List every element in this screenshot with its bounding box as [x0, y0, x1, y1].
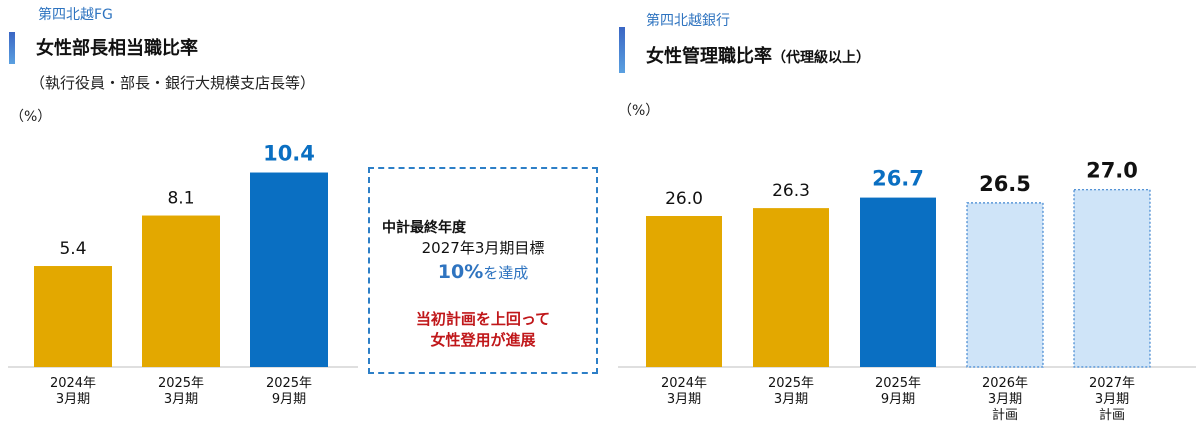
bar-3 [250, 172, 328, 367]
x-tick-label-1-1: 2024年 [661, 376, 707, 391]
left-panel: 第四北越FG 女性部長相当職比率 （執行役員・部長・銀行大規模支店長等） （%）… [8, 7, 598, 407]
callout-note: 当初計画を上回って 女性登用が進展 [370, 309, 596, 351]
x-tick-label-5-3: 計画 [1099, 407, 1125, 423]
value-label-5: 27.0 [1086, 159, 1138, 183]
callout-goal: 10%を達成 [370, 261, 596, 283]
x-tick-label-5-2: 3月期 [1095, 392, 1129, 407]
bar-3 [860, 197, 936, 367]
value-label-1: 5.4 [59, 239, 86, 259]
right-bar-chart: 26.02024年3月期26.32025年3月期26.72025年9月期26.5… [618, 159, 1196, 423]
company-name: 第四北越FG [38, 7, 113, 23]
title-accent-bar [9, 32, 15, 64]
bar-1 [646, 216, 722, 367]
bar-1 [34, 266, 112, 367]
bar-5 [1073, 189, 1151, 368]
x-tick-label-2-1: 2025年 [158, 376, 204, 391]
unit-label: （%） [10, 109, 52, 125]
value-label-1: 26.0 [665, 189, 703, 209]
x-tick-label-4-1: 2026年 [982, 376, 1028, 391]
x-tick-label-4-2: 3月期 [988, 392, 1022, 407]
chart-title: 女性管理職比率（代理級以上） [646, 42, 870, 68]
value-label-2: 8.1 [167, 189, 194, 209]
value-label-2: 26.3 [772, 181, 810, 201]
callout-goal-value: 10% [437, 261, 484, 283]
callout-heading: 中計最終年度 [382, 220, 466, 236]
x-tick-label-4-3: 計画 [992, 407, 1018, 423]
x-tick-label-1-2: 3月期 [667, 392, 701, 407]
callout-note-line2: 女性登用が進展 [430, 331, 536, 349]
chart-subtitle: （執行役員・部長・銀行大規模支店長等） [30, 74, 316, 92]
chart-title: 女性部長相当職比率 [36, 38, 198, 59]
callout-goal-suffix: を達成 [483, 264, 529, 282]
x-tick-label-1-2: 3月期 [56, 392, 90, 407]
bar-4 [966, 202, 1044, 368]
x-tick-label-5-1: 2027年 [1089, 376, 1135, 391]
unit-label: （%） [618, 103, 660, 119]
x-tick-label-2-1: 2025年 [768, 376, 814, 391]
company-name: 第四北越銀行 [646, 13, 730, 29]
x-tick-label-2-2: 3月期 [774, 392, 808, 407]
value-label-4: 26.5 [979, 172, 1031, 196]
x-tick-label-2-2: 3月期 [164, 392, 198, 407]
value-label-3: 10.4 [263, 142, 315, 166]
target-callout: 中計最終年度 2027年3月期目標 10%を達成 当初計画を上回って 女性登用が… [368, 167, 598, 374]
x-tick-label-3-1: 2025年 [266, 376, 312, 391]
right-panel: 第四北越銀行 女性管理職比率（代理級以上） （%） 26.0 2024年 3月期 26… [610, 0, 1200, 440]
callout-note-line1: 当初計画を上回って [415, 310, 551, 328]
x-tick-label-3-2: 9月期 [881, 392, 915, 407]
x-tick-label-1-1: 2024年 [50, 376, 96, 391]
bar-2 [753, 208, 829, 367]
value-label-3: 26.7 [872, 167, 924, 191]
x-tick-label-3-1: 2025年 [875, 376, 921, 391]
x-tick-label-3-2: 9月期 [272, 392, 306, 407]
chart-title-main: 女性管理職比率 [646, 46, 772, 67]
bar-2 [142, 215, 220, 367]
callout-target: 2027年3月期目標 [421, 239, 545, 257]
title-accent-bar [619, 27, 625, 73]
chart-title-sub: （代理級以上） [772, 50, 870, 66]
